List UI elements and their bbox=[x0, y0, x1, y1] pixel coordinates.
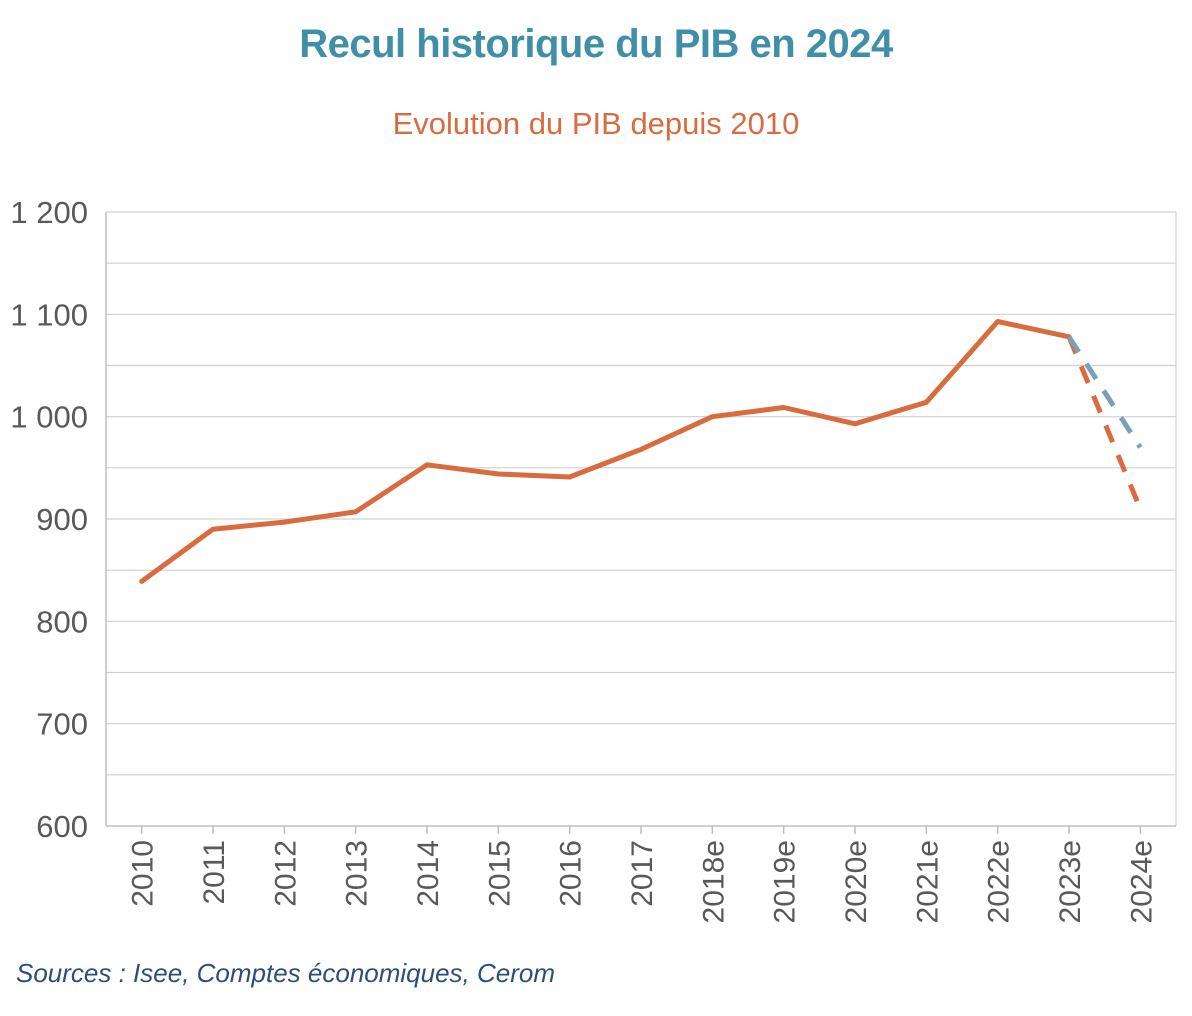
source-note: Sources : Isee, Comptes économiques, Cer… bbox=[16, 958, 556, 988]
y-tick-label: 1 200 bbox=[10, 195, 88, 230]
x-tick-label: 2024e bbox=[1125, 840, 1158, 923]
y-tick-label: 600 bbox=[36, 809, 88, 844]
x-tick-label: 2012 bbox=[269, 840, 302, 907]
chart-title: Recul historique du PIB en 2024 bbox=[299, 22, 893, 66]
x-tick-label: 2017 bbox=[626, 840, 659, 907]
y-tick-label: 900 bbox=[36, 502, 88, 537]
x-tick-label: 2016 bbox=[555, 840, 588, 907]
series-line-dashed-2 bbox=[1066, 335, 1143, 449]
series-lines bbox=[139, 319, 1143, 584]
x-tick-label: 2014 bbox=[412, 840, 445, 907]
series-line-dashed-1 bbox=[1066, 335, 1143, 510]
x-tick-label: 2022e bbox=[983, 840, 1016, 923]
x-tick-label: 2021e bbox=[911, 840, 944, 923]
x-axis-ticks: 2010 2011 2012 2013 2014 2015 2016 2017 2018e 201… bbox=[127, 826, 1158, 923]
y-axis-ticks: 600 700 800 900 1 000 1 100 1 200 bbox=[10, 195, 88, 844]
y-tick-label: 1 000 bbox=[10, 400, 88, 435]
x-tick-label: 2020e bbox=[840, 840, 873, 923]
x-tick-label: 2013 bbox=[341, 840, 374, 907]
x-tick-label: 2011 bbox=[198, 840, 231, 905]
x-tick-label: 2019e bbox=[769, 840, 802, 923]
x-tick-label: 2018e bbox=[697, 840, 730, 923]
y-tick-label: 1 100 bbox=[10, 297, 88, 332]
y-tick-label: 700 bbox=[36, 707, 88, 742]
x-tick-label: 2023e bbox=[1054, 840, 1087, 923]
line-chart: 600 700 800 900 1 000 1 100 1 200 2010 2011 2012… bbox=[10, 195, 1177, 923]
x-tick-label: 2015 bbox=[483, 840, 516, 907]
y-tick-label: 800 bbox=[36, 604, 88, 639]
series-line-solid bbox=[139, 319, 1072, 584]
gridlines bbox=[106, 211, 1177, 826]
chart-subtitle: Evolution du PIB depuis 2010 bbox=[392, 106, 800, 141]
x-tick-label: 2010 bbox=[127, 840, 160, 907]
